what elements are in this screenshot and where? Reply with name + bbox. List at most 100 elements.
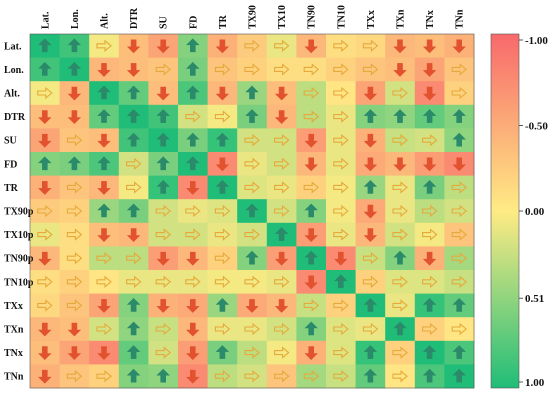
arrow-down-icon: [38, 133, 52, 148]
arrow-right-icon: [37, 86, 53, 100]
arrow-up-icon: [126, 109, 141, 123]
arrow-down-icon: [156, 299, 170, 313]
arrow-down-icon: [304, 157, 318, 172]
heatmap-cell: [148, 317, 179, 342]
arrow-down-icon: [363, 157, 378, 172]
arrow-right-icon: [96, 370, 112, 383]
heatmap-cell: [118, 270, 149, 294]
arrow-down-icon: [156, 251, 170, 266]
heatmap-cell: [296, 81, 327, 106]
heatmap-cell: [30, 222, 60, 247]
column-label: Lon.: [70, 9, 81, 29]
arrow-right-icon: [333, 39, 349, 52]
arrow-right-icon: [422, 275, 438, 288]
arrow-right-icon: [244, 370, 260, 383]
column-label: TXx: [366, 10, 377, 29]
arrow-down-icon: [67, 86, 82, 101]
heatmap-cell: [178, 222, 208, 247]
arrow-right-icon: [362, 322, 379, 336]
arrow-up-icon: [422, 297, 437, 312]
heatmap-cell: [148, 270, 179, 294]
heatmap-cell: [148, 340, 179, 365]
arrow-right-icon: [333, 181, 349, 194]
arrow-right-icon: [451, 63, 468, 76]
arrow-right-icon: [214, 370, 231, 383]
arrow-right-icon: [333, 322, 349, 336]
heatmap-cell: [444, 222, 475, 247]
arrow-right-icon: [214, 63, 231, 76]
arrow-right-icon: [155, 204, 172, 218]
arrow-right-icon: [303, 86, 320, 100]
arrow-right-icon: [66, 299, 83, 312]
heatmap-cell: [207, 222, 238, 247]
arrow-right-icon: [333, 370, 349, 383]
heatmap-cell: [207, 57, 238, 82]
heatmap-cell: [59, 175, 90, 200]
arrow-down-icon: [97, 63, 111, 77]
column-label: TX90: [248, 5, 259, 29]
arrow-right-icon: [333, 134, 349, 147]
arrow-right-icon: [392, 299, 408, 312]
arrow-right-icon: [451, 252, 468, 265]
arrow-down-icon: [97, 346, 111, 361]
heatmap-cell: [326, 317, 356, 342]
arrow-up-icon: [304, 203, 318, 218]
column-label: TX10: [277, 5, 288, 29]
arrow-right-icon: [303, 181, 320, 194]
arrow-right-icon: [392, 370, 408, 383]
arrow-right-icon: [37, 204, 53, 218]
heatmap-cell: [326, 128, 356, 153]
heatmap-cell: [59, 199, 90, 224]
arrow-down-icon: [156, 86, 170, 101]
arrow-down-icon: [38, 181, 52, 195]
heatmap-cell: [178, 104, 208, 129]
arrow-right-icon: [392, 181, 408, 194]
arrow-up-icon: [452, 132, 466, 147]
arrow-right-icon: [185, 110, 201, 123]
arrow-down-icon: [422, 63, 437, 77]
row-label: TXn: [4, 325, 24, 336]
arrow-up-icon: [126, 85, 141, 100]
arrow-up-icon: [156, 109, 170, 123]
arrow-right-icon: [451, 322, 468, 336]
arrow-down-icon: [334, 251, 348, 266]
arrow-up-icon: [274, 227, 289, 241]
arrow-down-icon: [97, 133, 111, 148]
heatmap-cell: [237, 128, 268, 153]
heatmap-cell: [266, 128, 297, 153]
row-label: TNn: [4, 372, 24, 383]
arrow-right-icon: [274, 181, 290, 194]
heatmap-cell: [148, 222, 179, 247]
arrow-up-icon: [393, 250, 407, 265]
arrow-right-icon: [66, 252, 83, 265]
heatmap-cell: [148, 199, 179, 224]
arrow-down-icon: [215, 86, 230, 101]
heatmap-cell: [266, 34, 297, 58]
row-label: Lat.: [4, 41, 22, 52]
arrow-down-icon: [186, 322, 200, 337]
arrow-up-icon: [363, 179, 378, 194]
arrow-down-icon: [186, 299, 200, 313]
arrow-right-icon: [303, 370, 320, 383]
heatmap-cell: [444, 317, 475, 342]
arrow-right-icon: [333, 110, 349, 123]
heatmap-cell: [355, 34, 386, 58]
arrow-down-icon: [422, 39, 437, 54]
arrow-up-icon: [126, 345, 141, 359]
arrow-right-icon: [244, 134, 260, 147]
arrow-down-icon: [97, 299, 111, 313]
heatmap-cell: [59, 364, 90, 389]
arrow-right-icon: [392, 134, 408, 147]
heatmap-cell: [30, 81, 60, 106]
colorbar-tick-label: 1.00: [525, 377, 545, 389]
arrow-right-icon: [244, 157, 260, 170]
column-label: Alt.: [100, 13, 111, 29]
arrow-down-icon: [452, 157, 466, 172]
arrow-right-icon: [37, 275, 53, 288]
arrow-right-icon: [274, 39, 290, 52]
column-label: TN90: [307, 5, 318, 29]
arrow-right-icon: [244, 39, 260, 52]
arrow-right-icon: [274, 370, 290, 383]
arrow-right-icon: [244, 346, 260, 359]
arrow-right-icon: [66, 204, 83, 218]
